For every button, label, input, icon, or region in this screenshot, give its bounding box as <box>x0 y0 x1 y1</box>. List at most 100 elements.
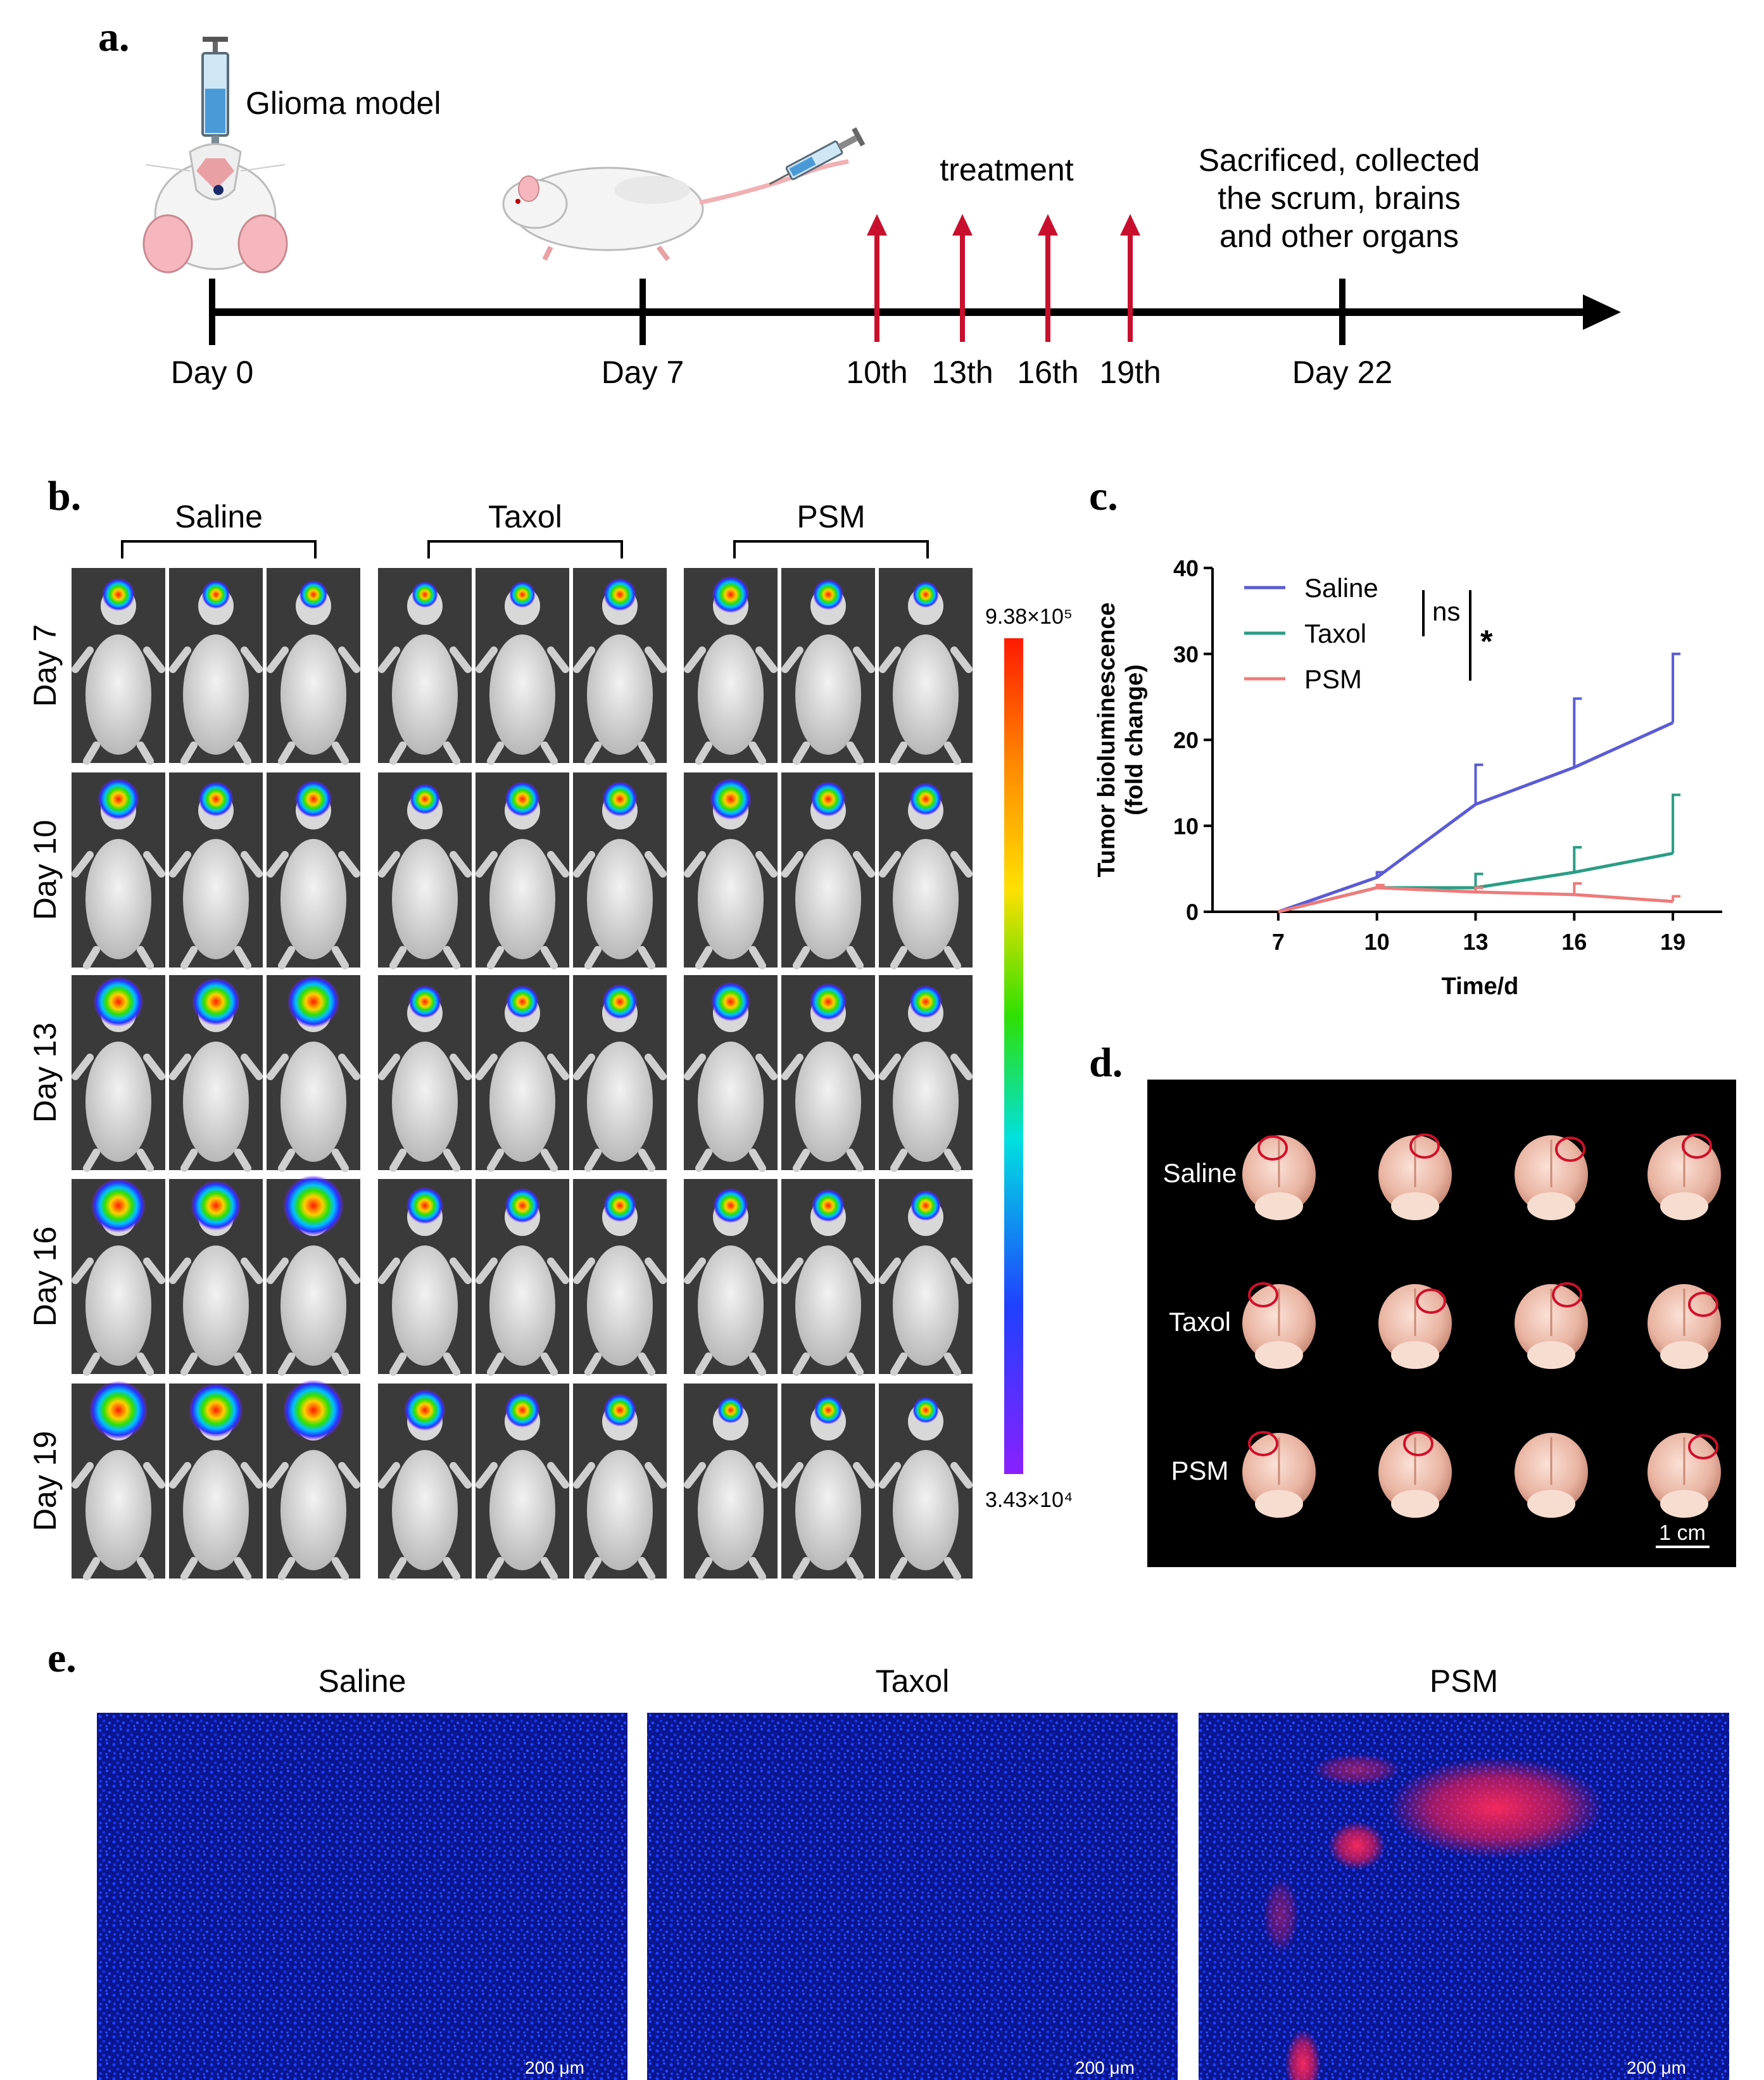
mouse-image <box>267 772 360 969</box>
row-label: Day 16 <box>27 1226 63 1327</box>
group-bracket <box>733 540 929 558</box>
mouse-image <box>781 1384 875 1580</box>
brain-row-label: PSM <box>1171 1456 1228 1485</box>
y-tick-label: 10 <box>1173 813 1199 839</box>
panel-c-label: c. <box>1089 473 1118 519</box>
bioluminescence-signal <box>711 982 750 1021</box>
bioluminescence-signal <box>505 1188 540 1223</box>
row-label: Day 19 <box>27 1431 63 1531</box>
mouse-image <box>72 1380 165 1580</box>
group-bracket <box>427 540 623 558</box>
mouse-image <box>72 568 165 765</box>
bioluminescence-signal <box>712 576 750 614</box>
panel-b-label: b. <box>47 473 81 519</box>
group-header-label: Taxol <box>488 499 562 534</box>
fluorescence-title: Taxol <box>876 1663 950 1699</box>
x-tick-label: 19 <box>1660 929 1685 955</box>
group-bracket <box>121 540 317 558</box>
mouse-image <box>573 1179 667 1376</box>
colorbar-max-label: 9.38×10⁵ <box>985 605 1073 629</box>
bioluminescence-signal <box>505 781 540 817</box>
mouse-image <box>169 975 263 1172</box>
series-taxol <box>1278 793 1681 914</box>
bioluminescence-signal <box>909 985 942 1018</box>
brain-specimen <box>1647 1284 1721 1369</box>
x-tick-label: 16 <box>1561 929 1587 955</box>
bioluminescence-signal <box>912 581 939 608</box>
row-label: Day 13 <box>27 1023 63 1123</box>
glioma-model-text: Glioma model <box>246 85 441 121</box>
red-signal-region <box>1285 2029 1321 2080</box>
panel-e-label: e. <box>47 1635 77 1681</box>
mouse-image <box>573 772 667 969</box>
bioluminescence-signal <box>506 985 539 1018</box>
series-saline <box>1278 652 1681 914</box>
mouse-image <box>573 975 667 1172</box>
mouse-image <box>781 568 875 765</box>
tumor-circle-marker <box>1688 1292 1718 1317</box>
excised-brains: Saline Taxol PSM <box>1163 1133 1721 1518</box>
bioluminescence-signal <box>294 780 332 818</box>
legend-label: Taxol <box>1304 619 1366 648</box>
legend-label: PSM <box>1304 664 1362 694</box>
brain-specimen <box>1378 1284 1452 1369</box>
row-labels: Day 7 Day 10 Day 13 Day 16 Day 19 <box>27 624 63 1532</box>
brain-specimen <box>1647 1133 1721 1220</box>
x-axis-title: Time/d <box>1442 973 1519 1000</box>
bioluminescence-signal <box>412 581 438 608</box>
bioluminescence-signal <box>713 1188 748 1223</box>
bioluminescence-signal <box>283 1380 344 1440</box>
y-tick-label: 20 <box>1173 728 1199 753</box>
mouse-image <box>72 1178 165 1376</box>
treatment-text: treatment <box>940 152 1073 187</box>
tumor-circle-marker <box>1248 1431 1278 1456</box>
timeline-label: 10th <box>846 355 907 390</box>
tumor-circle-marker <box>1403 1431 1433 1456</box>
tumor-circle-marker <box>1248 1282 1278 1308</box>
bioluminescence-signal <box>812 1189 845 1222</box>
bioluminescence-signal <box>198 781 234 817</box>
bioluminescence-signal <box>909 783 942 816</box>
timeline-label: Day 7 <box>602 355 684 390</box>
mouse-image <box>879 1179 973 1376</box>
bioluminescence-signal <box>404 1389 446 1431</box>
bioluminescence-signal <box>409 783 441 815</box>
treatment-arrowhead <box>1038 214 1058 236</box>
brain-specimen <box>1378 1431 1452 1518</box>
brain-specimen <box>1242 1135 1316 1220</box>
bioluminescence-signal <box>98 778 139 820</box>
mouse-top-view-icon <box>142 143 288 274</box>
mouse-image <box>781 1179 875 1376</box>
mouse-image <box>684 975 778 1172</box>
red-signal-region <box>1328 1822 1385 1870</box>
panel-d-label: d. <box>1089 1040 1123 1086</box>
fluorescence-scale-label: 200 μm <box>1075 2058 1135 2077</box>
red-signal-region <box>1263 1877 1299 1953</box>
bioluminescence-signal <box>93 976 144 1027</box>
timeline-label: Day 0 <box>171 355 254 390</box>
timeline-label: 16th <box>1017 355 1078 390</box>
fluorescence-image: 200 μm <box>1199 1713 1729 2080</box>
mouse-image <box>781 772 875 969</box>
mouse-image <box>573 568 667 765</box>
y-tick-label: 30 <box>1173 641 1199 667</box>
bioluminescence-signal <box>283 1175 344 1236</box>
bioluminescence-signal <box>102 578 135 611</box>
mouse-image <box>169 568 263 765</box>
mouse-image <box>378 568 472 765</box>
mouse-image <box>476 1384 569 1580</box>
fluorescence-image: 200 μm <box>97 1713 627 2080</box>
panel-b: b. Saline Taxol PSM Day 7 Day 10 Day 13 Day 1… <box>27 473 1073 1580</box>
colorbar-min-label: 3.43×10⁴ <box>985 1488 1073 1512</box>
brain-specimen <box>1515 1433 1588 1518</box>
treatment-arrowhead <box>1120 214 1140 236</box>
timeline-label: 19th <box>1099 355 1161 390</box>
y-tick-label: 40 <box>1173 555 1199 581</box>
brain-specimen <box>1515 1135 1588 1220</box>
bioluminescence-signal <box>505 1392 540 1428</box>
brain-specimen <box>1647 1433 1721 1518</box>
mouse-image <box>378 1179 472 1376</box>
mouse-image <box>378 975 472 1172</box>
mouse-image <box>169 1383 263 1580</box>
bioluminescence-image-grid <box>72 568 973 1580</box>
